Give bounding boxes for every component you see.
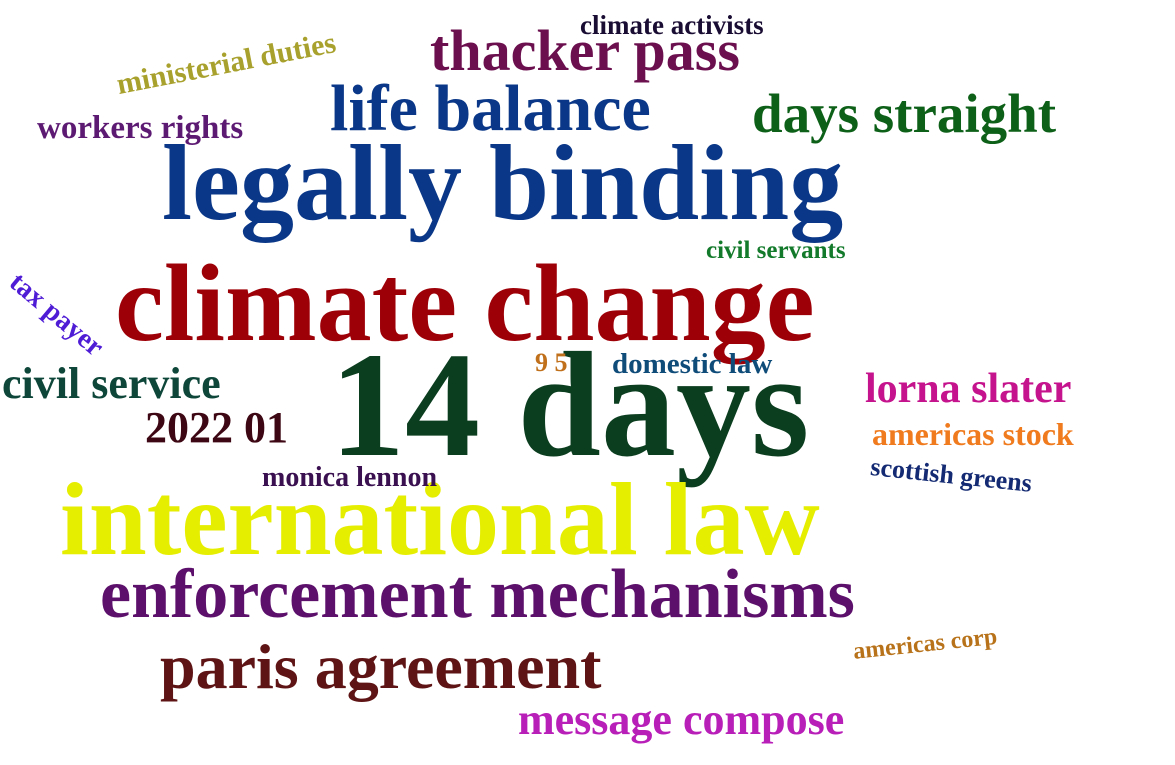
word-legally-binding: legally binding (162, 124, 844, 243)
word-9-5: 9 5 (535, 348, 568, 377)
word-international-law: international law (60, 462, 820, 577)
word-message-compose: message compose (518, 695, 845, 744)
word-civil-servants: civil servants (706, 237, 846, 264)
word-lorna-slater: lorna slater (865, 366, 1072, 412)
word-thacker-pass: thacker pass (430, 18, 740, 83)
word-enforcement-mechanisms: enforcement mechanisms (100, 556, 855, 633)
word-ministerial-duties: ministerial duties (113, 26, 339, 101)
word-tax-payer: tax payer (3, 266, 110, 363)
word-climate-activists: climate activists (580, 10, 764, 40)
word-paris-agreement: paris agreement (160, 631, 602, 702)
word-scottish-greens: scottish greens (869, 452, 1034, 498)
word-days-straight: days straight (752, 83, 1057, 144)
word-workers-rights: workers rights (37, 110, 244, 146)
word-civil-service: civil service (2, 359, 221, 408)
word-monica-lennon: monica lennon (262, 462, 438, 493)
word-climate-change: climate change (115, 242, 815, 364)
word-2022-01: 2022 01 (145, 403, 288, 452)
word-americas-stock: americas stock (872, 416, 1074, 452)
word-americas-corp: americas corp (851, 623, 999, 665)
word-domestic-law: domestic law (612, 348, 773, 380)
word-14-days: 14 days (330, 322, 810, 488)
word-life-balance: life balance (330, 72, 651, 145)
